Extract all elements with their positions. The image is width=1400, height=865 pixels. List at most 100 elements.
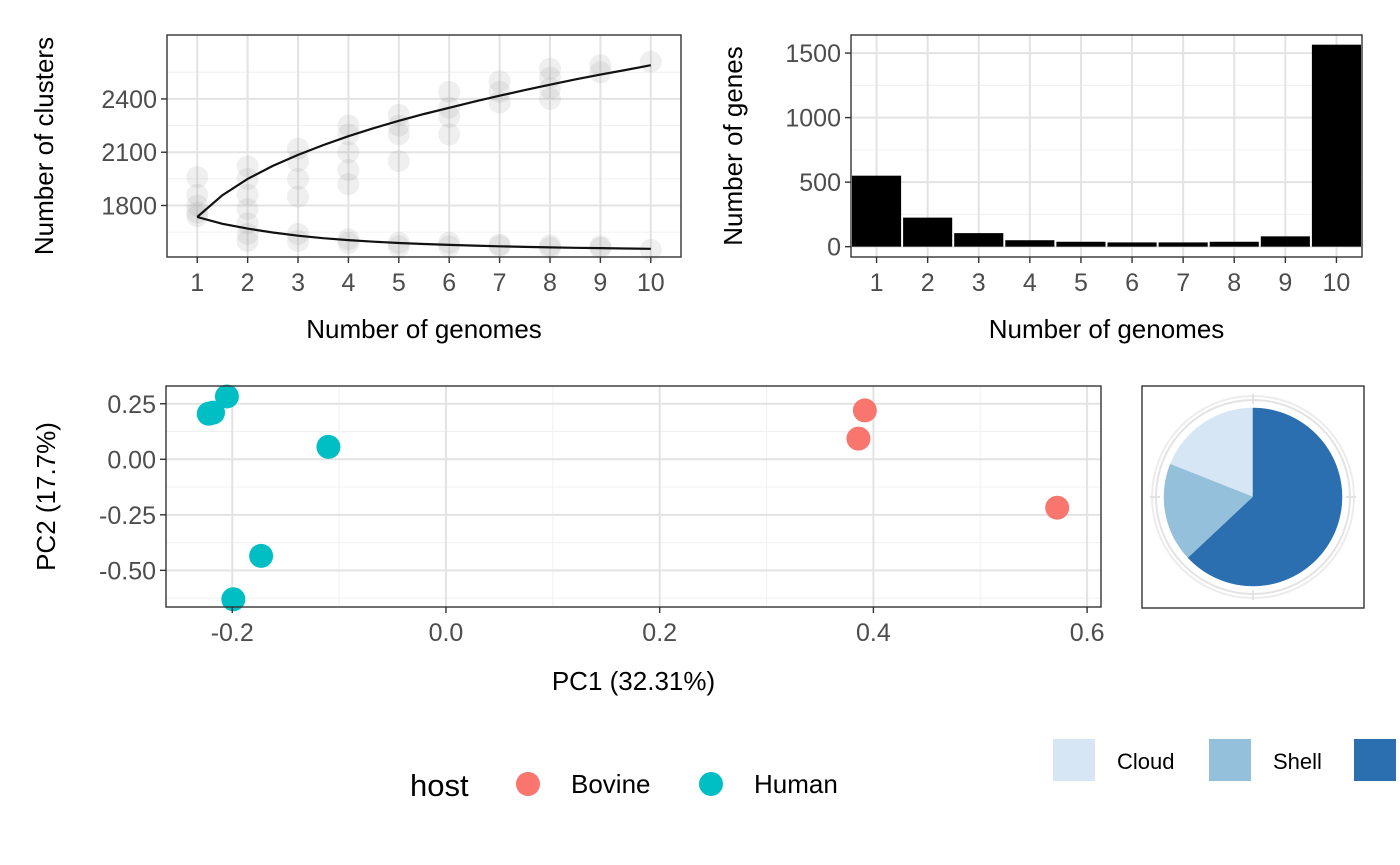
rarefaction-point bbox=[287, 150, 310, 173]
rarefaction-fit-line bbox=[196, 64, 652, 218]
rarefaction-x-tick-label: 5 bbox=[392, 269, 406, 297]
rarefaction-y-axis-label: Number of clusters bbox=[29, 37, 59, 255]
gene-frequency-bar bbox=[1005, 240, 1055, 247]
rarefaction-point bbox=[337, 158, 360, 181]
rarefaction-point bbox=[438, 80, 461, 103]
pca-point-bovine bbox=[1045, 495, 1070, 520]
pie-slice-cloud bbox=[1169, 407, 1254, 498]
rarefaction-x-tick-label: 6 bbox=[442, 269, 456, 297]
gene-frequency-bar bbox=[1260, 236, 1310, 247]
rarefaction-point bbox=[236, 155, 259, 178]
pca-point-human bbox=[249, 543, 274, 568]
gene-frequency-y-tick-label: 0 bbox=[827, 234, 841, 262]
pca-x-tick-label: 0.2 bbox=[642, 619, 677, 647]
pca-point-human bbox=[316, 434, 341, 459]
gene-frequency-bar bbox=[903, 217, 953, 247]
gene-frequency-x-tick-label: 4 bbox=[1023, 269, 1037, 297]
pca-frame bbox=[165, 385, 1102, 608]
rarefaction-point bbox=[538, 87, 561, 110]
host-legend-key-bovine bbox=[516, 772, 540, 796]
pie-slice-shell bbox=[1163, 463, 1254, 559]
rarefaction-point bbox=[387, 150, 410, 173]
gene-frequency-x-tick-label: 10 bbox=[1323, 269, 1351, 297]
pie-legend-key bbox=[1053, 739, 1095, 781]
rarefaction-point bbox=[287, 185, 310, 208]
rarefaction-point bbox=[337, 231, 360, 254]
rarefaction-point bbox=[337, 173, 360, 196]
pangenome-pie-panel bbox=[1141, 385, 1365, 609]
gene-frequency-x-tick-label: 9 bbox=[1278, 269, 1292, 297]
pca-point-human bbox=[214, 384, 239, 409]
gene-frequency-x-axis-label: Number of genomes bbox=[989, 314, 1225, 344]
rarefaction-point bbox=[438, 105, 461, 128]
rarefaction-point bbox=[236, 198, 259, 221]
pca-y-tick-label: -0.50 bbox=[99, 557, 156, 585]
rarefaction-point bbox=[236, 230, 259, 253]
gene-frequency-x-tick-label: 7 bbox=[1176, 269, 1190, 297]
gene-frequency-y-tick-label: 500 bbox=[799, 169, 841, 197]
host-legend-title: host bbox=[410, 768, 469, 803]
rarefaction-point bbox=[589, 235, 612, 258]
pca-point-human bbox=[201, 400, 226, 425]
rarefaction-point bbox=[488, 70, 511, 93]
gene-frequency-bar bbox=[1311, 44, 1361, 247]
gene-frequency-bar bbox=[1107, 242, 1157, 247]
host-legend-label-human: Human bbox=[754, 769, 838, 799]
gene-frequency-x-tick-label: 6 bbox=[1125, 269, 1139, 297]
pie-legend-key bbox=[1209, 739, 1251, 781]
rarefaction-x-tick-label: 10 bbox=[637, 269, 665, 297]
rarefaction-x-tick-label: 8 bbox=[543, 269, 557, 297]
rarefaction-y-tick-label: 2100 bbox=[101, 139, 157, 167]
rarefaction-point bbox=[287, 167, 310, 190]
gene-frequency-y-tick-label: 1500 bbox=[785, 40, 841, 68]
pca-y-tick-label: 0.25 bbox=[107, 391, 156, 419]
rarefaction-point bbox=[438, 123, 461, 146]
rarefaction-y-tick-label: 2400 bbox=[101, 86, 157, 114]
gene-frequency-x-tick-label: 5 bbox=[1074, 269, 1088, 297]
gene-frequency-bar bbox=[1209, 241, 1259, 247]
gene-frequency-x-tick-label: 8 bbox=[1227, 269, 1241, 297]
rarefaction-point bbox=[337, 123, 360, 146]
pie-legend-key bbox=[1354, 739, 1396, 781]
rarefaction-point bbox=[438, 235, 461, 258]
pca-x-tick-label: 0.4 bbox=[856, 619, 891, 647]
gene-frequency-bar bbox=[954, 233, 1004, 247]
rarefaction-x-tick-label: 3 bbox=[291, 269, 305, 297]
pca-x-tick-label: 0.6 bbox=[1070, 619, 1105, 647]
rarefaction-x-tick-label: 9 bbox=[593, 269, 607, 297]
pca-panel: 0.25 0.00 -0.25 -0.50 -0.2 0.0 0.2 0.4 0.6 PC1 (… bbox=[31, 384, 1104, 696]
pca-x-axis-label: PC1 (32.31%) bbox=[552, 666, 715, 696]
pie-legend-label: Shell bbox=[1273, 749, 1322, 774]
rarefaction-x-axis-label: Number of genomes bbox=[306, 314, 542, 344]
gene-frequency-frame bbox=[850, 34, 1363, 258]
rarefaction-point bbox=[538, 57, 561, 80]
rarefaction-point bbox=[438, 231, 461, 254]
pca-y-axis-label: PC2 (17.7%) bbox=[31, 422, 61, 571]
gene-frequency-bar bbox=[1158, 242, 1208, 247]
gene-frequency-y-tick-label: 1000 bbox=[785, 105, 841, 133]
rarefaction-panel: 1800 2100 2400 1 2 3 4 5 6 7 8 9 10 Number of genome… bbox=[29, 34, 682, 344]
gene-frequency-x-tick-label: 1 bbox=[870, 269, 884, 297]
host-legend-key-human bbox=[699, 772, 723, 796]
pca-x-tick-label: 0.0 bbox=[429, 619, 464, 647]
rarefaction-point bbox=[186, 166, 209, 189]
rarefaction-point bbox=[639, 50, 662, 73]
pie-slice-core bbox=[1187, 407, 1343, 587]
gene-frequency-bar bbox=[852, 175, 902, 247]
gene-frequency-y-axis-label: Number of genes bbox=[718, 46, 748, 245]
pca-y-tick-label: -0.25 bbox=[99, 502, 156, 530]
pca-plot-background bbox=[166, 386, 1101, 607]
rarefaction-x-tick-label: 4 bbox=[341, 269, 355, 297]
rarefaction-point bbox=[287, 137, 310, 160]
pie-legend: Cloud Shell bbox=[1053, 739, 1396, 781]
gene-frequency-x-tick-label: 2 bbox=[921, 269, 935, 297]
pca-x-tick-label: -0.2 bbox=[211, 619, 254, 647]
rarefaction-point bbox=[538, 234, 561, 257]
pca-point-bovine bbox=[852, 398, 877, 423]
rarefaction-point bbox=[488, 233, 511, 256]
rarefaction-point bbox=[589, 61, 612, 84]
pca-point-human bbox=[221, 587, 246, 612]
rarefaction-point bbox=[236, 183, 259, 206]
gene-frequency-bar bbox=[1056, 241, 1106, 247]
